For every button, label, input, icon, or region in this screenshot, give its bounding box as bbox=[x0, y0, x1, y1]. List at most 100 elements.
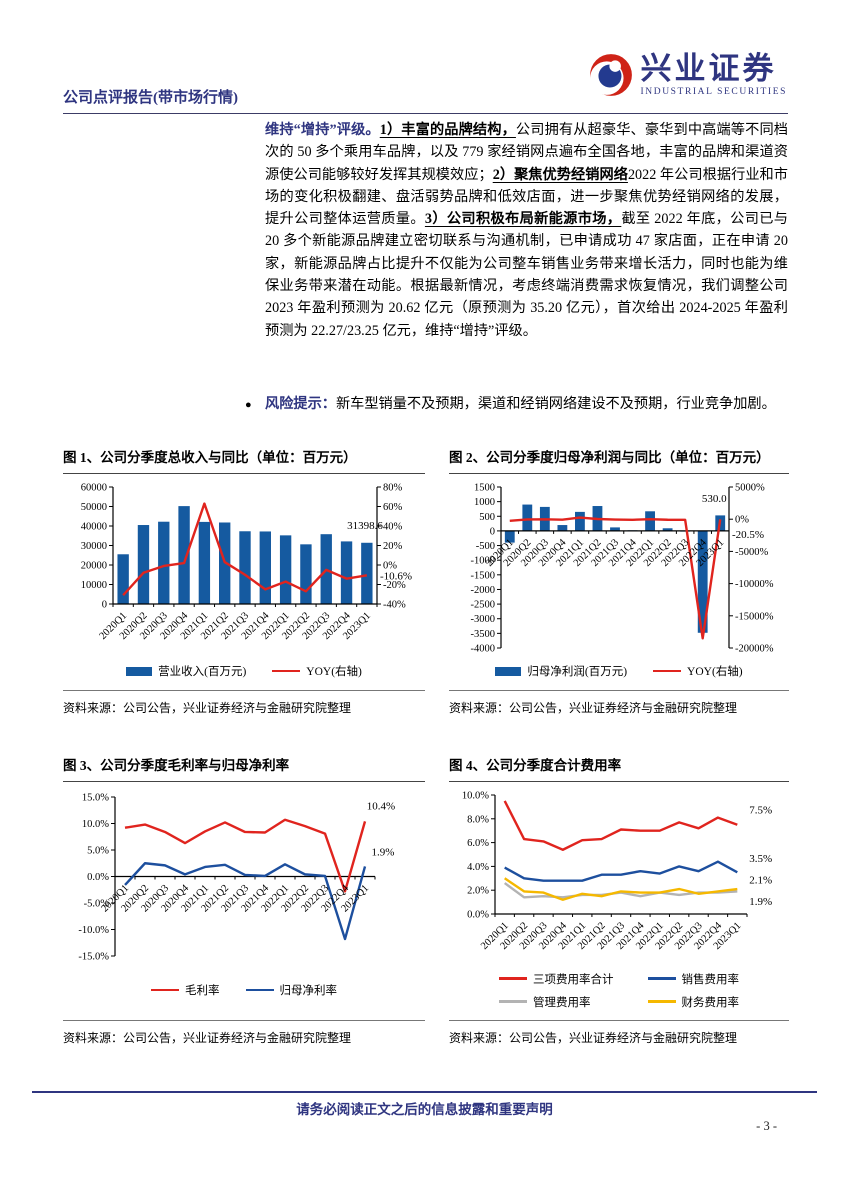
svg-text:0.0%: 0.0% bbox=[87, 872, 109, 883]
svg-text:6.0%: 6.0% bbox=[467, 838, 489, 849]
svg-text:40000: 40000 bbox=[81, 522, 107, 533]
legend-line-swatch bbox=[647, 977, 676, 980]
legend-item: 财务费用率 bbox=[647, 994, 740, 1010]
svg-text:-10.6%: -10.6% bbox=[380, 570, 412, 582]
figure-3-chart: 15.0% 10.0% 5.0% 0.0% -5.0% -10.0% -15.0% 2020Q… bbox=[63, 782, 425, 967]
svg-text:-5.0%: -5.0% bbox=[84, 899, 110, 910]
brand-name-cn: 兴业证券 bbox=[640, 51, 777, 86]
point-1-title: 1）丰富的品牌结构， bbox=[379, 122, 516, 138]
svg-text:10.4%: 10.4% bbox=[367, 800, 395, 812]
svg-text:3.5%: 3.5% bbox=[749, 853, 772, 865]
figure-1: 图 1、公司分季度总收入与同比（单位：百万元） 60000 50000 40000 3… bbox=[63, 446, 425, 716]
point-1-body: 公司拥有从超豪华、豪华到中高端等不同档次的 50 多个乘用车品牌，以及 779 … bbox=[265, 122, 788, 183]
figure-1-legend: 营业收入(百万元) YOY(右轴) bbox=[63, 659, 425, 683]
point-2-body: 2022 年公司根据行业和市场的变化积极翻建、盘活弱势品牌和低效店面，进一步聚焦… bbox=[265, 166, 788, 228]
risk-text: 新车型销量不及预期，渠道和经销网络建设不及预期，行业竞争加剧。 bbox=[335, 396, 776, 412]
figure-1-chart: 60000 50000 40000 30000 20000 10000 0 80% 60% 40%… bbox=[63, 474, 425, 659]
svg-text:530.0: 530.0 bbox=[702, 493, 727, 505]
risk-label: 风险提示： bbox=[265, 396, 336, 412]
brand-name-en: INDUSTRIAL SECURITIES bbox=[640, 87, 787, 97]
point-3-title: 3）公司积极布局新能源市场， bbox=[424, 211, 622, 228]
svg-text:2.0%: 2.0% bbox=[467, 886, 489, 897]
svg-text:60%: 60% bbox=[383, 502, 403, 513]
svg-text:1.9%: 1.9% bbox=[372, 847, 395, 859]
svg-text:0%: 0% bbox=[735, 515, 749, 526]
legend-item: 毛利率 bbox=[151, 982, 220, 998]
svg-text:-1000: -1000 bbox=[471, 556, 496, 567]
legend-item: 营业收入(百万元) bbox=[126, 663, 246, 679]
legend-label: 毛利率 bbox=[185, 985, 220, 997]
svg-text:-5000%: -5000% bbox=[735, 547, 768, 558]
figure-2: 图 2、公司分季度归母净利润与同比（单位：百万元） 1500 1000 500 0 -5… bbox=[449, 446, 789, 716]
legend-label: 归母净利润(百万元) bbox=[527, 666, 628, 678]
legend-item: YOY(右轴) bbox=[272, 663, 362, 679]
svg-text:80%: 80% bbox=[383, 483, 403, 494]
svg-text:60000: 60000 bbox=[81, 483, 107, 494]
footer-divider bbox=[32, 1091, 817, 1093]
svg-text:10000: 10000 bbox=[81, 580, 107, 591]
svg-text:-15000%: -15000% bbox=[735, 611, 774, 622]
svg-text:-20%: -20% bbox=[383, 580, 406, 591]
legend-label: 三项费用率合计 bbox=[533, 973, 614, 986]
point-3-body: 截至 2022 年底，公司已与 20 多个新能源品牌建立密切联系与沟通机制，已申… bbox=[265, 211, 788, 339]
legend-item: 归母净利润(百万元) bbox=[495, 663, 627, 679]
report-type-label: 公司点评报告(带市场行情) bbox=[63, 90, 238, 106]
svg-text:5000%: 5000% bbox=[735, 483, 765, 494]
svg-text:31398.6: 31398.6 bbox=[347, 520, 383, 532]
legend-bar-swatch bbox=[126, 666, 153, 676]
legend-label: 财务费用率 bbox=[681, 996, 740, 1009]
svg-text:0: 0 bbox=[102, 600, 107, 611]
svg-text:500: 500 bbox=[479, 512, 495, 523]
svg-text:-3000: -3000 bbox=[471, 614, 496, 625]
figure-2-legend: 归母净利润(百万元) YOY(右轴) bbox=[449, 659, 789, 683]
legend-item: 销售费用率 bbox=[647, 971, 739, 987]
svg-text:50000: 50000 bbox=[81, 502, 107, 513]
legend-line-swatch bbox=[499, 1000, 527, 1003]
figure-2-title: 图 2、公司分季度归母净利润与同比（单位：百万元） bbox=[449, 446, 789, 474]
page-number: - 3 - bbox=[756, 1119, 777, 1133]
footer-disclaimer: 请务必阅读正文之后的信息披露和重要声明 bbox=[296, 1102, 553, 1117]
svg-text:10.0%: 10.0% bbox=[462, 791, 489, 802]
figure-1-source: 资料来源：公司公告，兴业证券经济与金融研究院整理 bbox=[63, 690, 425, 716]
svg-text:1500: 1500 bbox=[474, 483, 495, 494]
legend-label: YOY(右轴) bbox=[306, 666, 362, 678]
figure-4-chart: 10.0% 8.0% 6.0% 4.0% 2.0% 0.0% 2020Q1 2020Q2 202… bbox=[449, 782, 789, 967]
svg-text:-10000%: -10000% bbox=[735, 579, 774, 590]
svg-text:-1500: -1500 bbox=[471, 570, 496, 581]
svg-text:40%: 40% bbox=[383, 522, 403, 533]
legend-line-swatch bbox=[499, 977, 527, 980]
header-divider bbox=[63, 113, 788, 114]
svg-text:-4000: -4000 bbox=[471, 644, 496, 655]
legend-label: 归母净利率 bbox=[279, 985, 338, 997]
figure-4-source: 资料来源：公司公告，兴业证券经济与金融研究院整理 bbox=[449, 1020, 789, 1046]
svg-text:-500: -500 bbox=[476, 541, 495, 552]
figure-3-legend: 毛利率 归母净利率 bbox=[63, 967, 425, 1013]
svg-text:4.0%: 4.0% bbox=[467, 862, 489, 873]
legend-label: 营业收入(百万元) bbox=[158, 666, 247, 678]
legend-line-swatch bbox=[647, 1000, 676, 1003]
risk-warning: ● 风险提示：新车型销量不及预期，渠道和经销网络建设不及预期，行业竞争加剧。 bbox=[245, 393, 788, 415]
figure-2-chart: 1500 1000 500 0 -500 -1000 -1500 -2000 -2500 -300… bbox=[449, 474, 789, 659]
figure-3-title: 图 3、公司分季度毛利率与归母净利率 bbox=[63, 754, 425, 782]
svg-text:1000: 1000 bbox=[474, 497, 495, 508]
summary-paragraph: 维持“增持”评级。1）丰富的品牌结构，公司拥有从超豪华、豪华到中高端等不同档次的… bbox=[265, 119, 788, 342]
svg-text:-20.5%: -20.5% bbox=[732, 529, 764, 541]
legend-line-swatch bbox=[151, 988, 179, 992]
brand-logo-icon bbox=[589, 54, 632, 96]
svg-text:-3500: -3500 bbox=[471, 629, 496, 640]
svg-text:8.0%: 8.0% bbox=[467, 814, 489, 825]
svg-text:0%: 0% bbox=[383, 561, 397, 572]
bullet-icon: ● bbox=[245, 399, 252, 411]
svg-text:-20000%: -20000% bbox=[735, 644, 774, 655]
legend-bar-swatch bbox=[495, 666, 522, 676]
svg-text:2.1%: 2.1% bbox=[749, 874, 772, 886]
figure-1-title: 图 1、公司分季度总收入与同比（单位：百万元） bbox=[63, 446, 425, 474]
svg-text:20%: 20% bbox=[383, 541, 403, 552]
figure-4-legend: 三项费用率合计 销售费用率管理费用率 财务费用率 bbox=[449, 967, 789, 1013]
rating-statement: 维持“增持”评级。 bbox=[265, 122, 380, 138]
legend-item: 管理费用率 bbox=[499, 994, 614, 1010]
svg-text:7.5%: 7.5% bbox=[749, 804, 772, 816]
svg-text:5.0%: 5.0% bbox=[87, 846, 109, 857]
figures-grid: 图 1、公司分季度总收入与同比（单位：百万元） 60000 50000 40000 3… bbox=[63, 446, 789, 1046]
brand-logo: 兴业证券 INDUSTRIAL SECURITIES bbox=[588, 52, 787, 98]
